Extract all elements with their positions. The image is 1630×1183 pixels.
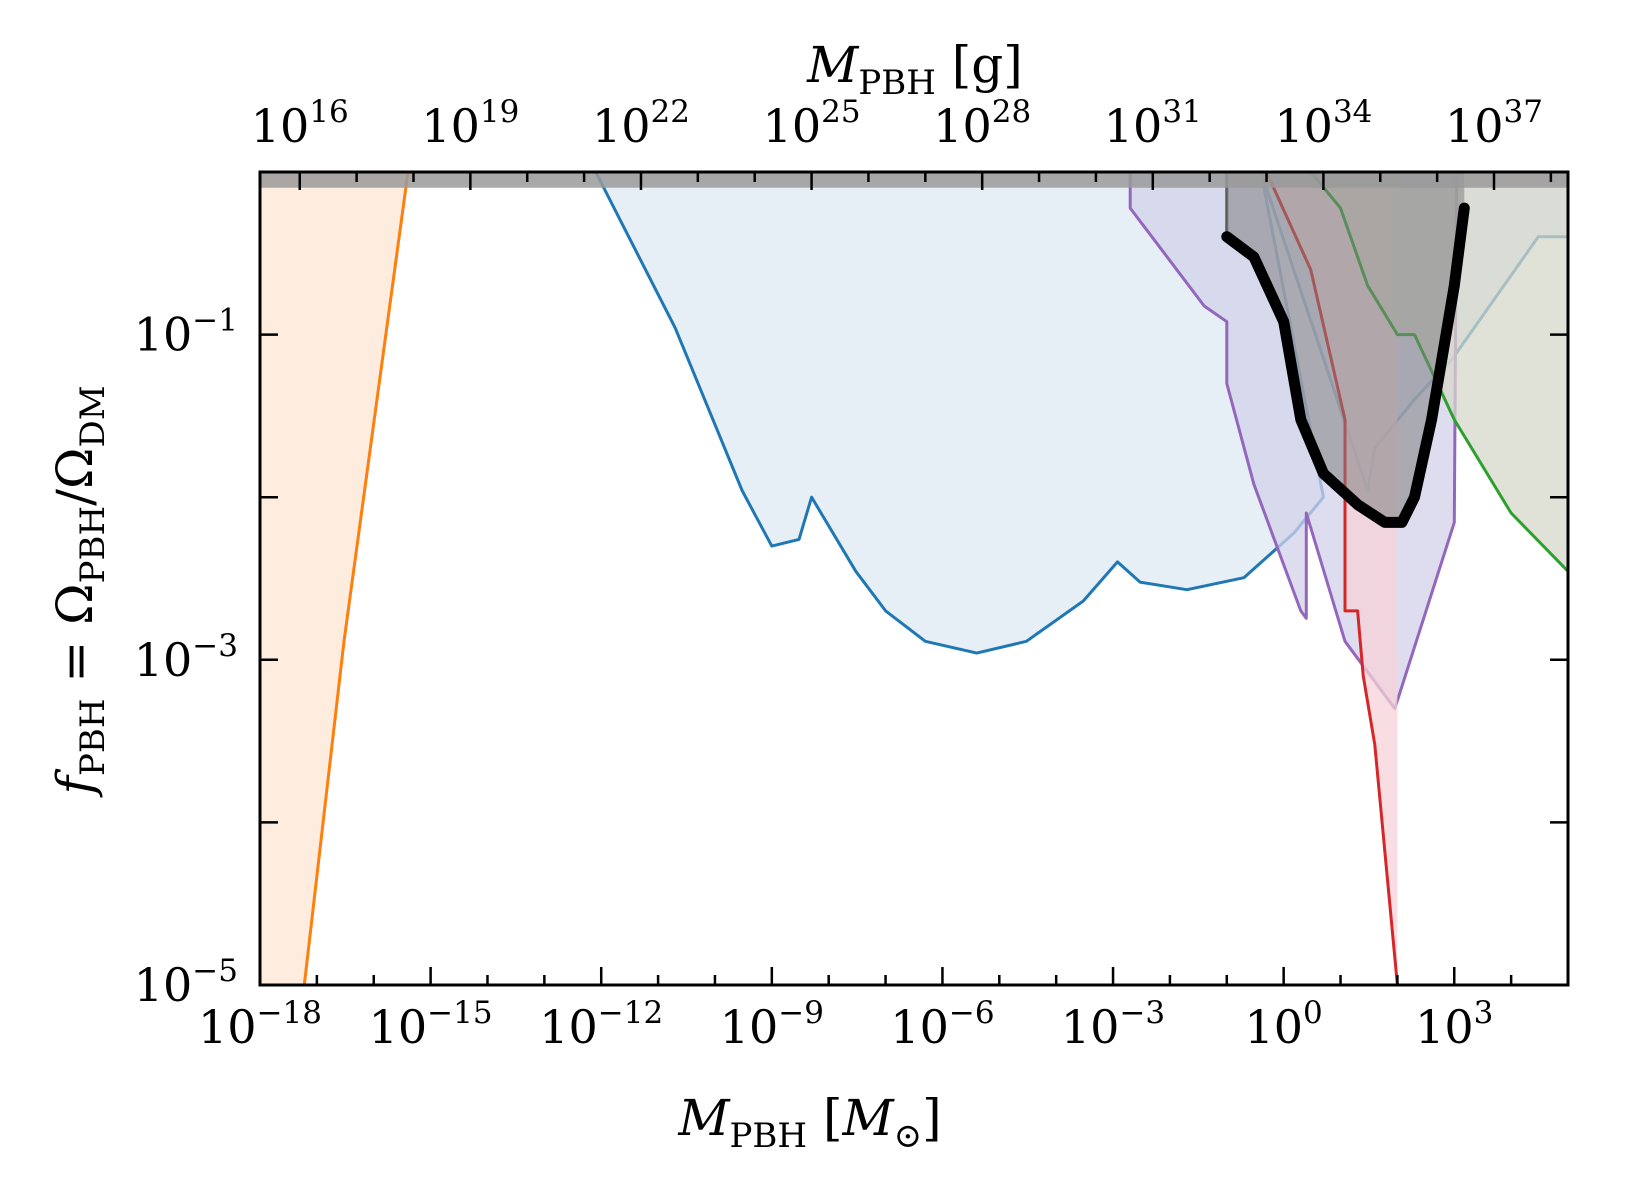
y-tick-label-2-base: 10 <box>134 308 193 362</box>
x-tick-label-6-exp: 0 <box>1303 995 1323 1031</box>
x2-tick-label-4-base: 10 <box>933 99 992 153</box>
x-tick-label-2-base: 10 <box>539 1000 598 1054</box>
x2-axis-title: MPBH [g] <box>806 36 1023 103</box>
x2-tick-label-3-base: 10 <box>763 99 822 153</box>
x-tick-label-4: 10−6 <box>890 995 994 1054</box>
x-axis-title: MPBH [M⊙] <box>677 1089 941 1156</box>
x-tick-label-1: 10−15 <box>369 995 493 1054</box>
excluded-band <box>260 172 1568 188</box>
x-tick-label-4-base: 10 <box>890 1000 949 1054</box>
plot-frame <box>258 170 1570 987</box>
series-6-fill <box>1226 172 1465 523</box>
y-tick-label-1: 10−3 <box>134 628 238 687</box>
x2-tick-label-4-exp: 28 <box>992 94 1031 130</box>
x-tick-label-5-base: 10 <box>1061 1000 1120 1054</box>
y-tick-label-0: 10−5 <box>134 953 238 1012</box>
tick-marks <box>258 170 1570 987</box>
plot-border <box>258 170 1570 987</box>
x-tick-label-5-exp: −3 <box>1119 995 1165 1031</box>
x-tick-label-5: 10−3 <box>1061 995 1165 1054</box>
x-tick-label-3: 10−9 <box>720 995 824 1054</box>
x2-tick-label-0: 1016 <box>251 94 349 153</box>
x-tick-label-6: 100 <box>1245 995 1323 1054</box>
plot-area <box>260 172 1568 985</box>
x-tick-label-0-exp: −18 <box>257 995 322 1031</box>
x2-tick-label-7-exp: 37 <box>1504 94 1543 130</box>
x-tick-label-7: 103 <box>1415 995 1493 1054</box>
x2-tick-label-6-base: 10 <box>1274 99 1333 153</box>
x2-tick-label-7-base: 10 <box>1445 99 1504 153</box>
x-tick-label-2-exp: −12 <box>598 995 663 1031</box>
x2-tick-label-5-base: 10 <box>1104 99 1163 153</box>
x2-tick-label-1-base: 10 <box>421 99 480 153</box>
x-tick-label-2: 10−12 <box>539 995 663 1054</box>
x-tick-label-3-exp: −9 <box>778 995 824 1031</box>
y-axis-title: fPBH = ΩPBH/ΩDM <box>46 385 113 798</box>
y-tick-label-2: 10−1 <box>134 303 238 362</box>
x-tick-label-7-exp: 3 <box>1474 995 1494 1031</box>
x-tick-label-0: 10−18 <box>198 995 322 1054</box>
y-tick-label-1-exp: −3 <box>192 628 238 664</box>
x-tick-label-1-exp: −15 <box>427 995 492 1031</box>
x2-tick-label-4: 1028 <box>933 94 1031 153</box>
x2-tick-label-1: 1019 <box>421 94 519 153</box>
x-tick-label-6-base: 10 <box>1245 1000 1304 1054</box>
x2-tick-label-2: 1022 <box>592 94 690 153</box>
x2-tick-label-1-exp: 19 <box>480 94 519 130</box>
x2-tick-label-2-base: 10 <box>592 99 651 153</box>
x-tick-label-3-base: 10 <box>720 1000 779 1054</box>
series-group <box>260 172 1568 985</box>
x2-tick-label-3: 1025 <box>763 94 861 153</box>
x2-tick-label-7: 1037 <box>1445 94 1543 153</box>
y-tick-label-0-base: 10 <box>134 958 193 1012</box>
x2-tick-label-3-exp: 25 <box>821 94 860 130</box>
x2-tick-label-5: 1031 <box>1104 94 1202 153</box>
x2-tick-label-0-base: 10 <box>251 99 310 153</box>
series-0-line <box>302 172 410 985</box>
x-tick-label-0-base: 10 <box>198 1000 257 1054</box>
x2-tick-label-6-exp: 34 <box>1333 94 1372 130</box>
series-6-line <box>1221 202 1470 528</box>
y-tick-label-1-base: 10 <box>134 633 193 687</box>
series-0-fill <box>260 172 408 985</box>
x-tick-label-7-base: 10 <box>1415 1000 1474 1054</box>
x2-tick-label-0-exp: 16 <box>309 94 348 130</box>
y-tick-label-2-exp: −1 <box>192 303 238 339</box>
x2-tick-label-2-exp: 22 <box>651 94 690 130</box>
x-tick-label-1-base: 10 <box>369 1000 428 1054</box>
y-tick-label-0-exp: −5 <box>192 953 238 989</box>
x-tick-label-4-exp: −6 <box>949 995 995 1031</box>
x2-tick-label-6: 1034 <box>1274 94 1372 153</box>
x2-tick-label-5-exp: 31 <box>1162 94 1201 130</box>
